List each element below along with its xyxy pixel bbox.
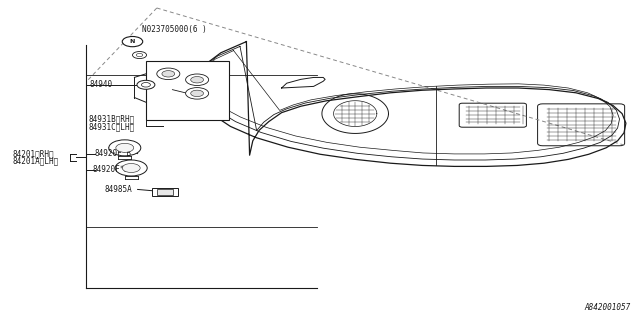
Bar xyxy=(152,188,178,196)
Circle shape xyxy=(115,160,147,176)
Circle shape xyxy=(186,88,209,99)
Bar xyxy=(146,61,229,120)
FancyBboxPatch shape xyxy=(460,103,526,127)
Text: 84201〈RH〉: 84201〈RH〉 xyxy=(13,149,54,158)
Circle shape xyxy=(132,52,147,59)
Circle shape xyxy=(109,140,141,156)
Circle shape xyxy=(137,80,155,89)
Circle shape xyxy=(116,143,134,152)
Text: N: N xyxy=(130,39,135,44)
Text: A842001057: A842001057 xyxy=(584,303,630,312)
Circle shape xyxy=(122,36,143,47)
Text: 84931C〈LH〉: 84931C〈LH〉 xyxy=(88,122,134,131)
Text: 84931B〈RH〉: 84931B〈RH〉 xyxy=(88,115,134,124)
Circle shape xyxy=(141,83,150,87)
Circle shape xyxy=(157,68,180,80)
Circle shape xyxy=(186,74,209,85)
Circle shape xyxy=(191,76,204,83)
Text: N023705000(6 ): N023705000(6 ) xyxy=(142,25,207,34)
Text: 84940: 84940 xyxy=(90,80,113,89)
FancyBboxPatch shape xyxy=(538,104,625,146)
Circle shape xyxy=(136,53,143,57)
Text: 84920F*A: 84920F*A xyxy=(93,165,130,174)
Circle shape xyxy=(191,90,204,97)
Circle shape xyxy=(122,164,140,172)
Text: 84201A〈LH〉: 84201A〈LH〉 xyxy=(13,156,59,165)
Circle shape xyxy=(162,71,175,77)
Text: 84985A: 84985A xyxy=(104,185,132,194)
Text: 84920F*B: 84920F*B xyxy=(95,149,132,158)
Bar xyxy=(157,189,173,195)
